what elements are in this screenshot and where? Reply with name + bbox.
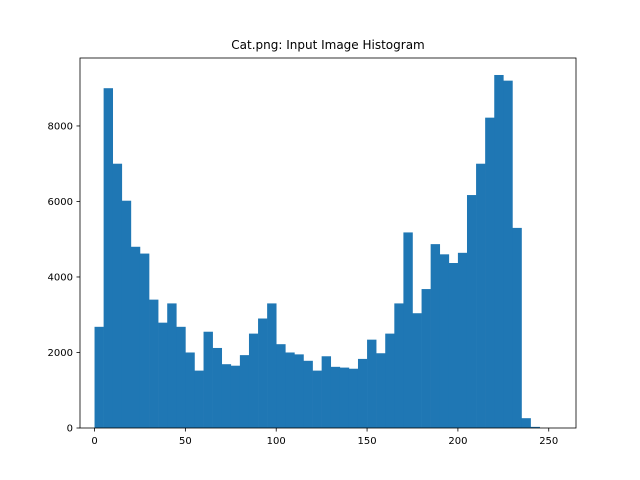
histogram-bar [448,263,459,428]
histogram-bar [321,356,332,428]
histogram-bar [430,244,441,428]
histogram-bar [367,339,377,428]
histogram-bar [221,364,232,428]
histogram-bar [267,303,277,428]
x-tick-label: 100 [267,436,286,447]
histogram-bar [348,368,359,428]
histogram-bar [185,352,195,428]
histogram-bar [149,299,159,428]
histogram-bar [176,326,186,428]
histogram-bar [385,333,395,428]
y-tick-label: 6000 [48,197,73,208]
histogram-bar [466,195,477,428]
histogram-bar [285,352,295,428]
histogram-bar [403,232,413,428]
y-tick-label: 4000 [48,272,73,283]
histogram-bar [457,252,468,428]
plot-frame [79,57,577,429]
histogram-bar [230,365,241,428]
histogram-bar [439,254,450,428]
bars-group [94,74,540,429]
histogram-bar [330,366,341,428]
histogram-bar [303,360,313,428]
x-tick-label: 250 [539,436,558,447]
histogram-bar [130,246,141,428]
histogram-bar [412,313,422,428]
histogram-bar [357,358,368,428]
histogram-bar [139,253,150,428]
histogram-bar [167,303,177,428]
histogram-bar [421,289,431,428]
histogram-bar [121,200,132,428]
histogram-bar [258,318,268,428]
histogram-bar [212,347,223,428]
histogram-bar [158,322,168,428]
histogram-bar [476,163,486,428]
y-tick-label: 2000 [48,348,73,359]
histogram-bar [276,344,286,428]
histogram-bar [376,353,386,428]
histogram-bar [203,331,213,428]
histogram-bar [312,370,322,428]
histogram-bar [248,333,259,428]
x-tick-label: 200 [448,436,467,447]
y-axis: 0 2000 4000 6000 8000 [48,121,80,435]
histogram-bar [239,355,250,428]
x-axis: 0 50 100 150 200 250 [91,428,558,447]
histogram-bar [521,418,531,428]
histogram-bar [530,426,540,428]
histogram-bar [485,117,495,428]
histogram-bar [394,303,404,428]
chart-title: Cat.png: Input Image Histogram [231,38,424,52]
histogram-bar [503,80,513,428]
x-tick-label: 50 [179,436,192,447]
histogram-bar [94,326,104,428]
histogram-bar [494,74,504,428]
histogram-bar [103,88,114,429]
x-tick-label: 0 [91,436,97,447]
histogram-bar [339,367,350,428]
histogram-bar [112,163,123,428]
histogram-bar [294,354,304,428]
histogram-bar [512,227,522,428]
x-tick-label: 150 [358,436,377,447]
y-tick-label: 0 [67,424,73,435]
histogram-bar [194,370,204,428]
y-tick-label: 8000 [48,121,73,132]
